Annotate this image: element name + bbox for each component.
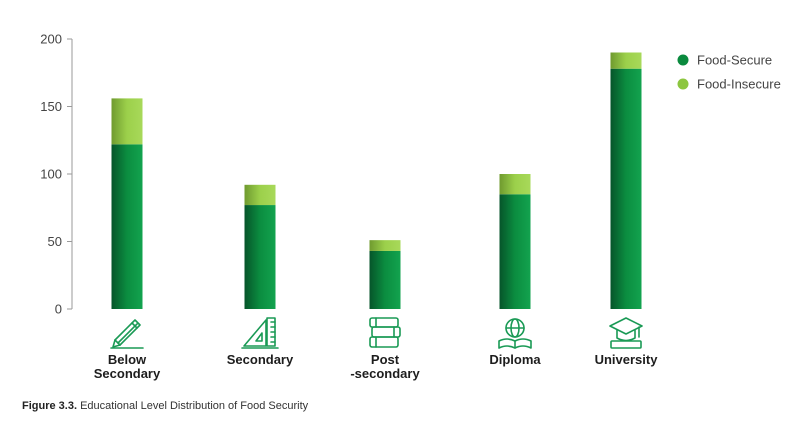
category-label: Diploma [489, 352, 541, 367]
bar-food-secure [111, 144, 143, 309]
legend-label: Food-Insecure [697, 77, 781, 92]
category-label: Post -secondary [350, 352, 420, 381]
y-tick-label: 200 [40, 32, 62, 47]
bar-food-secure [244, 205, 276, 309]
figure-caption: Figure 3.3. Educational Level Distributi… [22, 400, 308, 412]
y-tick-label: 50 [48, 234, 62, 249]
y-tick-label: 0 [55, 302, 62, 317]
legend-swatch-food-secure [677, 54, 689, 66]
bar-food-insecure [111, 98, 143, 145]
bar-food-secure [499, 194, 531, 309]
globe-book-icon [498, 318, 532, 349]
category-label: Below Secondary [94, 352, 161, 381]
legend-swatch-food-insecure [677, 78, 689, 90]
graduation-cap-icon [609, 317, 643, 349]
bar-food-insecure [244, 184, 276, 206]
pencil-icon [110, 319, 144, 349]
y-tick-label: 100 [40, 167, 62, 182]
legend-label: Food-Secure [697, 53, 772, 68]
bar-food-insecure [610, 52, 642, 69]
bar-food-secure [369, 250, 401, 309]
y-tick-label: 150 [40, 99, 62, 114]
bar-food-insecure [369, 240, 401, 251]
caption-text: Educational Level Distribution of Food S… [77, 400, 309, 412]
bar-food-insecure [499, 174, 531, 195]
bar-food-secure [610, 68, 642, 309]
caption-label: Figure 3.3. [22, 400, 78, 412]
books-icon [369, 317, 401, 348]
category-label: University [595, 352, 659, 367]
ruler-triangle-icon [241, 317, 279, 349]
category-label: Secondary [227, 352, 294, 367]
